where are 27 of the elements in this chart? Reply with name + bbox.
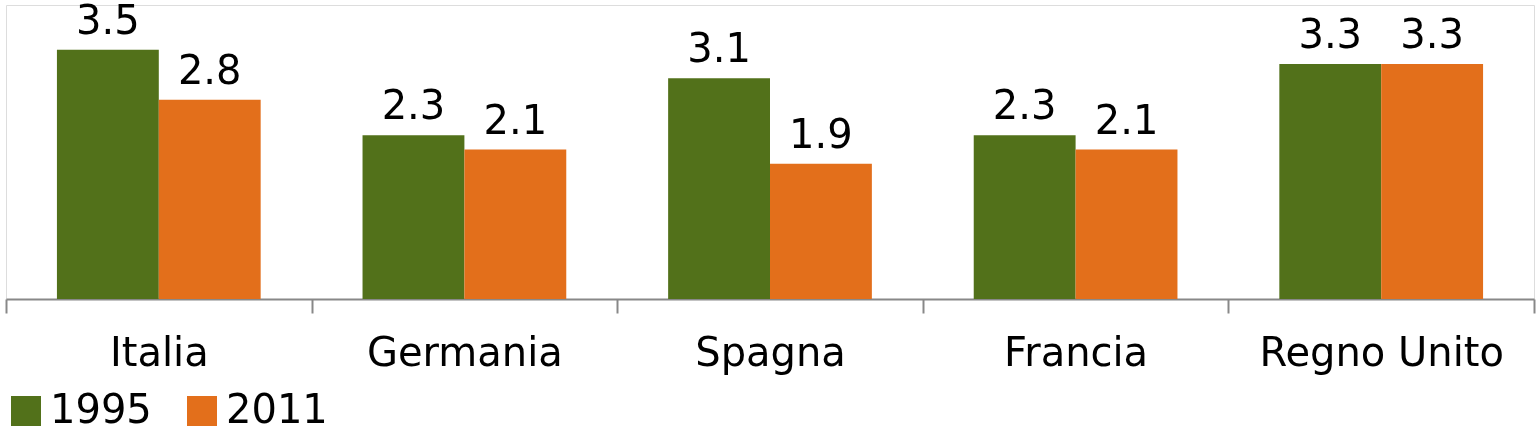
x-tick-label: Italia <box>109 328 209 375</box>
bar <box>56 49 159 299</box>
bar <box>1381 64 1484 299</box>
data-label: 2.8 <box>177 46 242 93</box>
bar <box>668 78 770 299</box>
x-tick-label: Francia <box>1004 328 1149 375</box>
bar <box>464 149 567 299</box>
x-tick-label: Spagna <box>695 328 846 375</box>
data-label: 2.1 <box>1094 96 1159 143</box>
data-label: 1.9 <box>789 110 853 157</box>
bar <box>1279 64 1382 299</box>
data-label: 2.3 <box>992 82 1057 129</box>
data-label: 2.1 <box>483 96 548 143</box>
bar <box>158 99 261 299</box>
x-tick-label: Germania <box>366 328 563 375</box>
data-label: 3.1 <box>687 25 751 72</box>
bar <box>1075 149 1178 299</box>
legend-label: 1995 <box>50 386 152 432</box>
x-tick-label: Regno Unito <box>1259 328 1504 375</box>
data-label: 2.3 <box>381 82 446 129</box>
bar <box>770 163 872 299</box>
legend-label: 2011 <box>226 386 328 432</box>
data-label: 3.5 <box>76 0 140 43</box>
data-label: 3.3 <box>1400 11 1464 58</box>
bar <box>973 135 1076 299</box>
bar <box>362 135 465 299</box>
data-label: 3.3 <box>1298 11 1363 58</box>
